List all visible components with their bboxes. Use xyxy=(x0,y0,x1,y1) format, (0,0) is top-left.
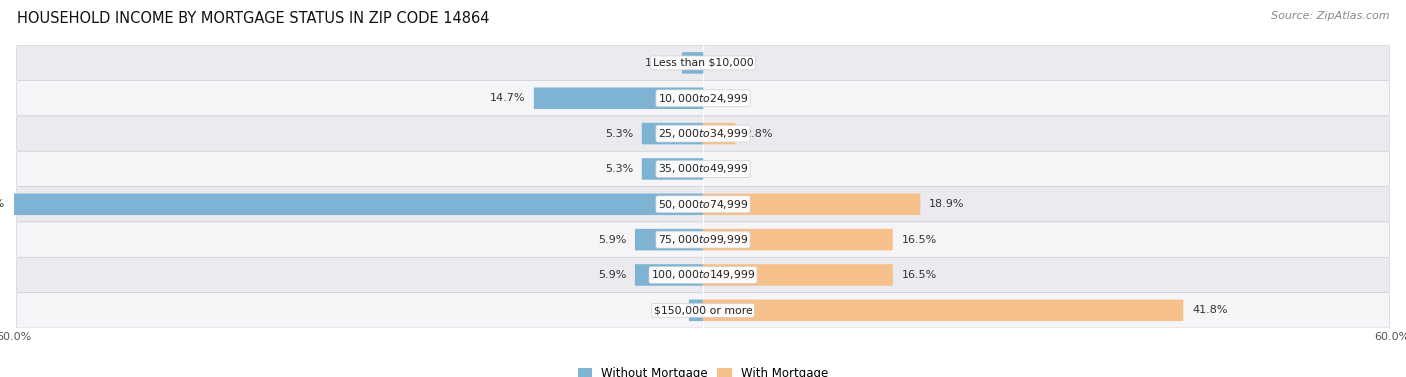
FancyBboxPatch shape xyxy=(682,52,703,74)
Text: 5.3%: 5.3% xyxy=(605,129,633,139)
Text: 16.5%: 16.5% xyxy=(901,270,936,280)
Text: $10,000 to $24,999: $10,000 to $24,999 xyxy=(658,92,748,105)
Legend: Without Mortgage, With Mortgage: Without Mortgage, With Mortgage xyxy=(574,362,832,377)
Text: 5.9%: 5.9% xyxy=(598,270,626,280)
FancyBboxPatch shape xyxy=(17,116,1389,151)
Text: HOUSEHOLD INCOME BY MORTGAGE STATUS IN ZIP CODE 14864: HOUSEHOLD INCOME BY MORTGAGE STATUS IN Z… xyxy=(17,11,489,26)
FancyBboxPatch shape xyxy=(703,193,921,215)
Text: $75,000 to $99,999: $75,000 to $99,999 xyxy=(658,233,748,246)
FancyBboxPatch shape xyxy=(636,264,703,286)
FancyBboxPatch shape xyxy=(17,257,1389,293)
FancyBboxPatch shape xyxy=(703,300,1184,321)
Text: 16.5%: 16.5% xyxy=(901,234,936,245)
FancyBboxPatch shape xyxy=(17,293,1389,328)
Text: 2.8%: 2.8% xyxy=(744,129,773,139)
Text: 41.8%: 41.8% xyxy=(1192,305,1227,315)
FancyBboxPatch shape xyxy=(703,229,893,250)
Text: 14.7%: 14.7% xyxy=(489,93,524,103)
Text: 5.3%: 5.3% xyxy=(605,164,633,174)
Text: Source: ZipAtlas.com: Source: ZipAtlas.com xyxy=(1271,11,1389,21)
FancyBboxPatch shape xyxy=(17,151,1389,187)
Text: 1.2%: 1.2% xyxy=(651,305,681,315)
FancyBboxPatch shape xyxy=(641,158,703,180)
FancyBboxPatch shape xyxy=(534,87,703,109)
Text: 1.8%: 1.8% xyxy=(645,58,673,68)
Text: $50,000 to $74,999: $50,000 to $74,999 xyxy=(658,198,748,211)
FancyBboxPatch shape xyxy=(17,222,1389,257)
Text: 18.9%: 18.9% xyxy=(929,199,965,209)
Text: 60.0%: 60.0% xyxy=(0,199,4,209)
FancyBboxPatch shape xyxy=(17,81,1389,116)
FancyBboxPatch shape xyxy=(17,45,1389,81)
FancyBboxPatch shape xyxy=(689,300,703,321)
FancyBboxPatch shape xyxy=(703,264,893,286)
Text: $150,000 or more: $150,000 or more xyxy=(654,305,752,315)
Text: $25,000 to $34,999: $25,000 to $34,999 xyxy=(658,127,748,140)
FancyBboxPatch shape xyxy=(636,229,703,250)
Text: 5.9%: 5.9% xyxy=(598,234,626,245)
Text: $35,000 to $49,999: $35,000 to $49,999 xyxy=(658,162,748,175)
FancyBboxPatch shape xyxy=(703,123,735,144)
FancyBboxPatch shape xyxy=(14,193,703,215)
Text: $100,000 to $149,999: $100,000 to $149,999 xyxy=(651,268,755,282)
Text: Less than $10,000: Less than $10,000 xyxy=(652,58,754,68)
FancyBboxPatch shape xyxy=(17,187,1389,222)
FancyBboxPatch shape xyxy=(641,123,703,144)
